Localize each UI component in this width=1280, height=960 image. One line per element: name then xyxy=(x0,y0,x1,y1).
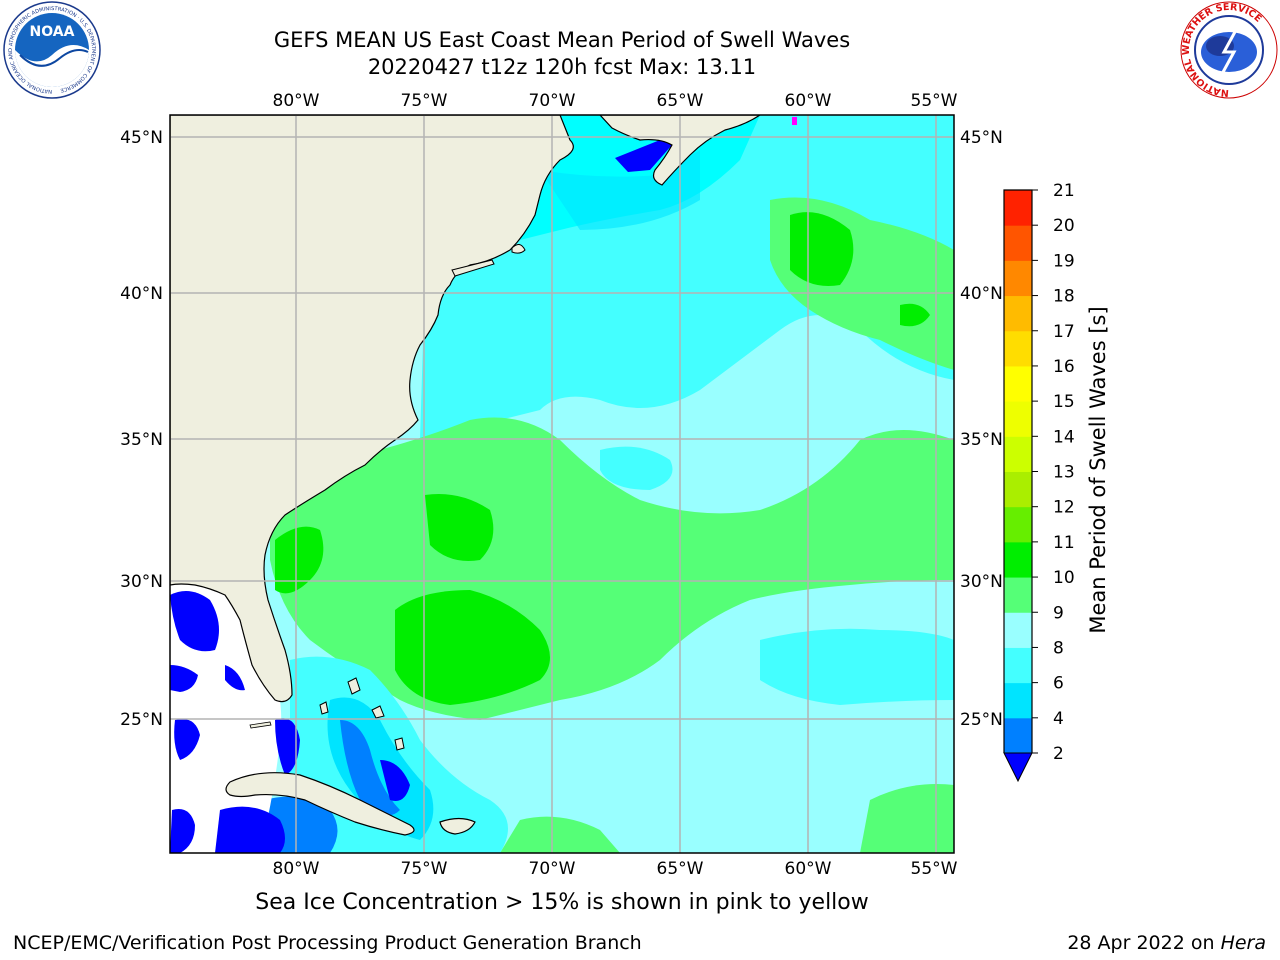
lat-label: 35°N xyxy=(960,430,1003,450)
colorbar-tick-label: 13 xyxy=(1053,463,1075,483)
lat-label: 45°N xyxy=(120,128,163,148)
lon-label: 70°W xyxy=(529,859,576,879)
lat-label: 45°N xyxy=(960,128,1003,148)
lon-label: 70°W xyxy=(529,91,576,111)
colorbar-tick-label: 10 xyxy=(1053,568,1075,588)
colorbar-tick-label: 6 xyxy=(1053,674,1064,694)
lon-label: 75°W xyxy=(401,859,448,879)
colorbar-tick-label: 20 xyxy=(1053,216,1075,236)
chart-subtitle: 20220427 t12z 120h fcst Max: 13.11 xyxy=(367,55,757,79)
longitude-labels-top: 80°W 75°W 70°W 65°W 60°W 55°W xyxy=(273,91,958,111)
colorbar-swatch xyxy=(1004,295,1032,332)
colorbar-under-triangle xyxy=(1003,752,1033,783)
colorbar-tick-label: 9 xyxy=(1053,603,1064,623)
chart-title: GEFS MEAN US East Coast Mean Period of S… xyxy=(273,28,851,52)
colorbar-swatch xyxy=(1004,260,1032,297)
footer-date-text: 28 Apr 2022 on xyxy=(1067,932,1221,954)
lon-label: 55°W xyxy=(911,91,958,111)
lon-label: 60°W xyxy=(785,91,832,111)
lon-label: 55°W xyxy=(911,859,958,879)
colorbar-tick-label: 15 xyxy=(1053,392,1075,412)
land-cuba xyxy=(225,772,415,836)
colorbar-swatch xyxy=(1004,577,1032,613)
lat-label: 40°N xyxy=(960,284,1003,304)
colorbar-swatch xyxy=(1004,647,1032,684)
map-gridlines xyxy=(170,115,954,853)
noaa-logo-text: NOAA xyxy=(30,24,75,40)
footer-credit: NCEP/EMC/Verification Post Processing Pr… xyxy=(13,932,642,954)
colorbar-tick-label: 11 xyxy=(1053,533,1075,553)
sea-ice-caption: Sea Ice Concentration > 15% is shown in … xyxy=(255,890,869,915)
longitude-labels-bottom: 80°W 75°W 70°W 65°W 60°W 55°W xyxy=(273,859,958,879)
map-frame xyxy=(169,114,955,854)
colorbar-tick-label: 14 xyxy=(1053,427,1075,447)
noaa-logo: NOAA NATIONAL OCEANIC AND ATMOSPHERIC AD… xyxy=(3,1,101,99)
colorbar-swatch xyxy=(1004,365,1032,402)
lon-label: 65°W xyxy=(657,91,704,111)
colorbar-swatch xyxy=(1004,717,1032,754)
footer-date: 28 Apr 2022 on Hera xyxy=(1067,932,1266,954)
colorbar-swatch xyxy=(1004,682,1032,719)
colorbar-swatch xyxy=(1004,190,1032,226)
colorbar-tick-label: 17 xyxy=(1053,322,1075,342)
nws-logo: NATIONAL WEATHER SERVICE xyxy=(1180,1,1278,99)
colorbar-tick-label: 18 xyxy=(1053,287,1075,307)
lon-label: 60°W xyxy=(785,859,832,879)
lat-label: 25°N xyxy=(120,710,163,730)
colorbar-tick-label: 2 xyxy=(1053,744,1064,764)
lat-label: 25°N xyxy=(960,710,1003,730)
colorbar-tick-label: 19 xyxy=(1053,251,1075,271)
lon-label: 80°W xyxy=(273,91,320,111)
lon-label: 80°W xyxy=(273,859,320,879)
colorbar-swatch xyxy=(1004,436,1032,472)
latitude-labels-right: 45°N 40°N 35°N 30°N 25°N xyxy=(960,128,1003,730)
lat-label: 30°N xyxy=(120,572,163,592)
lat-label: 35°N xyxy=(120,430,163,450)
colorbar-tick-label: 12 xyxy=(1053,498,1075,518)
latitude-labels-left: 45°N 40°N 35°N 30°N 25°N xyxy=(120,128,163,730)
colorbar-swatch xyxy=(1004,225,1032,261)
colorbar-tick-label: 8 xyxy=(1053,638,1064,658)
colorbar-swatch xyxy=(1004,401,1032,437)
colorbar-tick-label: 21 xyxy=(1053,181,1075,201)
lon-label: 75°W xyxy=(401,91,448,111)
colorbar-swatch xyxy=(1004,471,1032,508)
footer-host: Hera xyxy=(1220,932,1266,954)
colorbar-label: Mean Period of Swell Waves [s] xyxy=(1086,306,1110,633)
land-hispaniola xyxy=(439,817,476,835)
colorbar-tick-label: 16 xyxy=(1053,357,1075,377)
colorbar-swatch xyxy=(1004,506,1032,543)
colorbar-swatch xyxy=(1004,612,1032,648)
colorbar-swatch xyxy=(1004,330,1032,367)
lat-label: 40°N xyxy=(120,284,163,304)
lon-label: 65°W xyxy=(657,859,704,879)
colorbar-tick-label: 4 xyxy=(1053,709,1064,729)
colorbar-swatch xyxy=(1004,541,1032,578)
lat-label: 30°N xyxy=(960,572,1003,592)
